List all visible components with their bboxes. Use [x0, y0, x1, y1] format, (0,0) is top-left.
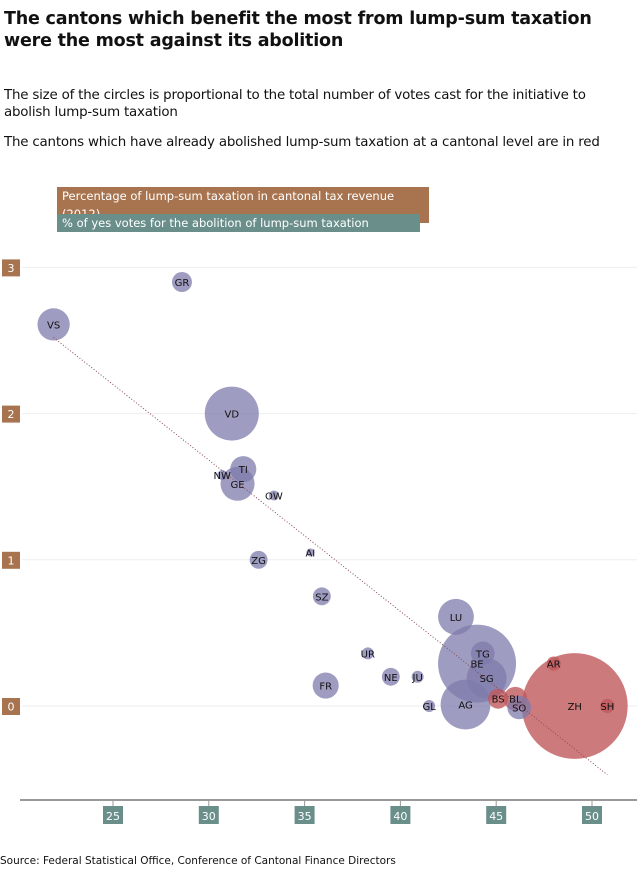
- bubble-ow: [268, 490, 279, 501]
- bubble-ai: [306, 548, 315, 557]
- bubble-label: JU: [412, 673, 423, 684]
- bubble-label: GL: [422, 702, 436, 713]
- x-tick-box: [486, 806, 507, 824]
- bubble-label: VD: [225, 410, 240, 421]
- bubble-label: SZ: [315, 592, 328, 603]
- bubble-zg: [249, 550, 268, 569]
- x-tick-label: 25: [106, 810, 120, 823]
- bubble-label: NE: [384, 673, 398, 684]
- bubble-nw: [217, 470, 228, 481]
- bubble-label: UR: [361, 649, 375, 660]
- y-tick-label: 0: [8, 701, 15, 714]
- bubble-label: GR: [175, 278, 190, 289]
- bubble-tg: [470, 641, 495, 666]
- bubble-label: BE: [470, 660, 483, 671]
- bubble-label: SH: [600, 702, 614, 713]
- y-tick-box: [2, 259, 20, 277]
- bubble-label: ZG: [251, 556, 266, 567]
- bubble-zh: [521, 653, 628, 759]
- bubble-label: ZH: [568, 702, 582, 713]
- bubble-label: AI: [305, 548, 315, 559]
- bubble-ur: [361, 647, 374, 660]
- bubble-label: VS: [47, 320, 60, 331]
- y-tick-box: [2, 405, 20, 423]
- bubble-lu: [438, 598, 474, 635]
- x-tick-box: [582, 806, 602, 824]
- subtitle-size: The size of the circles is proportional …: [4, 88, 586, 120]
- x-tick-label: 45: [489, 810, 503, 823]
- x-tick-box: [103, 806, 123, 824]
- bubble-label: NW: [214, 471, 231, 482]
- bubble-bs: [488, 688, 509, 709]
- y-tick-label: 3: [8, 262, 15, 275]
- bubble-label: SO: [512, 703, 526, 714]
- chart-title: The cantons which benefit the most from …: [4, 9, 592, 51]
- bubble-label: FR: [319, 682, 332, 693]
- x-tick-box: [390, 806, 411, 824]
- bubble-fr: [312, 672, 339, 699]
- bubble-label: TG: [475, 649, 490, 660]
- y-tick-label: 2: [8, 408, 15, 421]
- bubble-ti: [230, 456, 257, 483]
- x-tick-label: 40: [393, 810, 407, 823]
- x-tick-box: [294, 806, 315, 824]
- x-axis-legend: % of yes votes for the abolition of lump…: [57, 214, 420, 232]
- x-tick-label: 50: [585, 810, 599, 823]
- source-note: Source: Federal Statistical Office, Conf…: [0, 855, 396, 867]
- y-tick-label: 1: [8, 554, 15, 567]
- bubble-gl: [423, 700, 436, 712]
- x-tick-label: 30: [202, 810, 216, 823]
- subtitle-color: The cantons which have already abolished…: [4, 135, 600, 150]
- trend-line: [53, 337, 608, 776]
- x-tick-box: [198, 806, 219, 824]
- bubble-sg: [466, 658, 507, 699]
- y-tick-box: [2, 551, 20, 569]
- bubble-label: BS: [492, 695, 505, 706]
- bubble-vd: [204, 386, 259, 441]
- bubble-ne: [381, 667, 400, 686]
- bubble-label: BL: [509, 695, 522, 706]
- x-tick-label: 35: [298, 810, 312, 823]
- bubble-label: AG: [458, 701, 472, 712]
- bubble-gr: [171, 272, 192, 293]
- bubble-sz: [312, 587, 331, 606]
- bubble-label: TI: [238, 465, 248, 476]
- bubble-so: [507, 695, 532, 720]
- y-tick-box: [2, 698, 20, 715]
- bubble-label: SG: [480, 674, 494, 685]
- bubble-ju: [411, 670, 424, 683]
- bubble-label: GE: [231, 480, 245, 491]
- bubble-ar: [546, 656, 561, 671]
- bubble-label: AR: [547, 660, 561, 671]
- bubble-vs: [37, 308, 70, 341]
- bubble-label: OW: [265, 491, 283, 502]
- bubble-label: LU: [450, 613, 462, 624]
- bubble-sh: [600, 698, 615, 714]
